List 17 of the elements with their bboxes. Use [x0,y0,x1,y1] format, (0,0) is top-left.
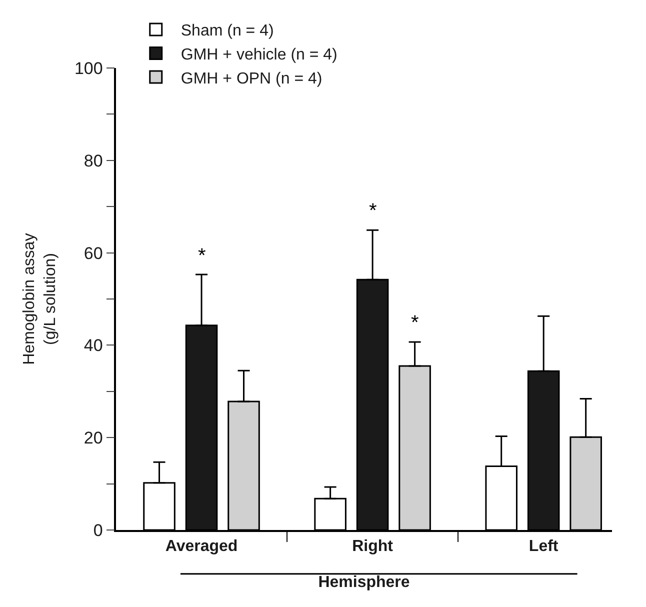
y-axis-title: Hemoglobin assay (g/L solution) [21,233,59,365]
y-tick-label: 80 [84,151,103,170]
y-tick-label: 40 [84,336,103,356]
y-tick-label: 100 [74,58,103,78]
legend-label: Sham (n = 4) [180,22,274,40]
data-label: * [411,312,419,334]
x-tick-label: Right [352,538,394,555]
y-tick-label: 0 [93,520,103,540]
data-label: * [198,245,206,267]
y-tick-label: 20 [84,428,103,448]
legend-label: GMH + OPN (n = 4) [180,70,322,88]
data-label: * [369,200,377,222]
x-tick-label: Averaged [165,538,238,555]
x-axis-title: Hemisphere [318,574,410,592]
x-tick-label: Left [528,538,559,555]
legend-label: GMH + vehicle (n = 4) [180,46,338,64]
y-tick-label: 60 [84,244,103,263]
